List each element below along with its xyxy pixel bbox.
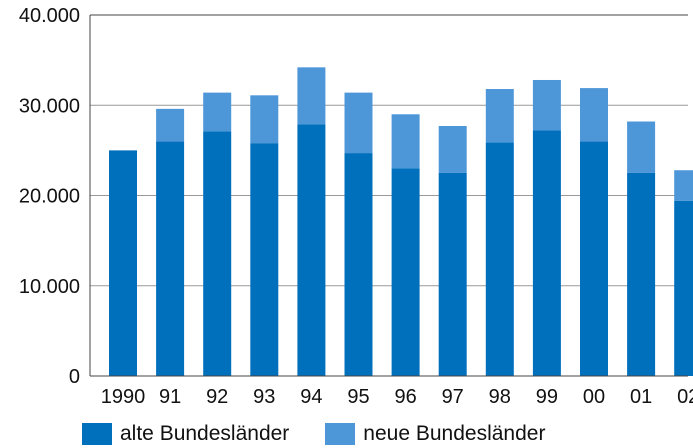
bar-neue	[203, 92, 232, 132]
bar-neue	[627, 121, 656, 173]
y-tick-label: 10.000	[19, 276, 80, 298]
legend-swatch-neue	[325, 423, 356, 445]
bars	[109, 67, 693, 376]
bar-alte	[203, 131, 232, 376]
x-tick-labels: 1990 91 92 93 94 95 96 97 98 99 00 01 02	[101, 386, 693, 408]
stacked-bar-chart: 0 10.000 20.000 30.000 40.000 1990 91 92 93 94 95…	[19, 5, 693, 408]
bar-alte	[627, 172, 656, 376]
x-tick-label: 00	[583, 386, 605, 408]
bar-neue	[156, 108, 185, 142]
x-tick-label: 96	[394, 386, 416, 408]
y-tick-label: 30.000	[19, 95, 80, 117]
y-tick-label: 0	[69, 366, 80, 388]
x-tick-label: 98	[489, 386, 511, 408]
x-tick-label: 92	[206, 386, 228, 408]
bar-neue	[438, 126, 467, 173]
bar-alte	[109, 150, 137, 376]
bar-alte	[580, 141, 608, 376]
bar-alte	[485, 142, 514, 376]
bar-neue	[674, 170, 693, 201]
bar-neue	[297, 67, 326, 125]
x-tick-label: 91	[159, 386, 181, 408]
y-tick-label: 40.000	[19, 5, 80, 27]
x-tick-label: 93	[253, 386, 275, 408]
x-tick-label: 95	[347, 386, 369, 408]
x-tick-label: 1990	[101, 386, 146, 408]
legend-item-neue: neue Bundesländer	[325, 422, 545, 446]
x-tick-label: 99	[536, 386, 558, 408]
x-tick-label: 94	[300, 386, 322, 408]
bar-alte	[674, 200, 693, 376]
bar-alte	[532, 130, 561, 376]
bar-neue	[532, 79, 561, 131]
bar-alte	[250, 143, 279, 376]
bar-neue	[580, 88, 608, 142]
bar-neue	[485, 89, 514, 143]
x-tick-label: 02	[677, 386, 693, 408]
bar-alte	[156, 141, 185, 376]
legend-swatch-alte	[82, 423, 112, 445]
bar-alte	[438, 172, 467, 376]
y-tick-label: 20.000	[19, 186, 80, 208]
legend-label-alte: alte Bundesländer	[120, 422, 290, 445]
bar-neue	[344, 92, 373, 154]
y-tick-labels: 0 10.000 20.000 30.000 40.000	[19, 5, 80, 388]
bar-alte	[391, 168, 420, 376]
axes	[89, 14, 688, 377]
bar-alte	[297, 124, 326, 376]
x-tick-label: 97	[442, 386, 464, 408]
legend-label-neue: neue Bundesländer	[363, 422, 546, 445]
legend: alte Bundesländer neue Bundesländer	[82, 420, 581, 448]
x-tick-label: 01	[630, 386, 652, 408]
bar-neue	[391, 114, 420, 169]
bar-alte	[344, 153, 373, 376]
legend-item-alte: alte Bundesländer	[82, 422, 289, 446]
bar-neue	[250, 95, 279, 144]
